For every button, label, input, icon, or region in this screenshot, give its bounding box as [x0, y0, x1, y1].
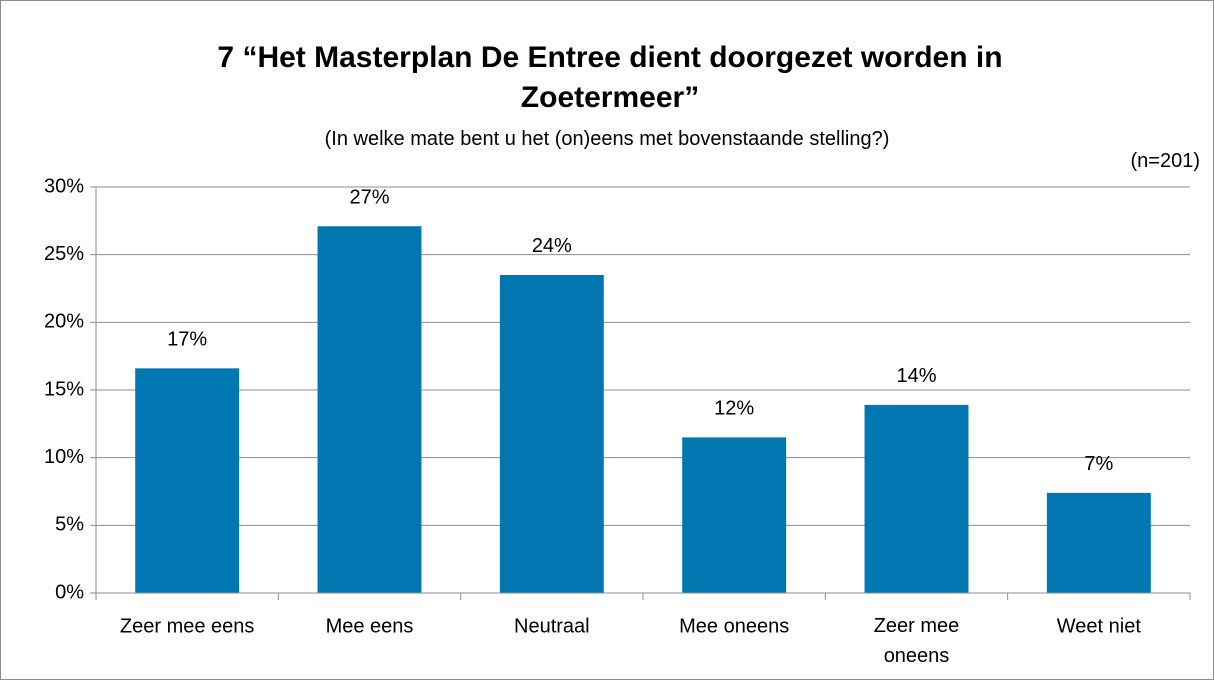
bar: [864, 404, 969, 593]
data-label: 24%: [532, 235, 572, 257]
x-tick-label: Zeer mee oneens: [874, 615, 960, 667]
y-tick-label: 20%: [44, 311, 84, 333]
data-label: 17%: [167, 329, 207, 351]
bar: [135, 368, 240, 593]
data-label: 14%: [896, 365, 936, 387]
y-tick-label: 0%: [55, 581, 84, 603]
y-tick-label: 30%: [44, 175, 84, 197]
bar: [317, 226, 422, 593]
sample-size-note: (n=201): [1130, 150, 1201, 172]
y-tick-label: 15%: [44, 378, 84, 400]
data-label: 12%: [714, 398, 754, 420]
chart-subtitle: (In welke mate bent u het (on)eens met b…: [324, 128, 890, 150]
y-tick-label: 10%: [44, 446, 84, 468]
y-tick-label: 5%: [55, 514, 84, 536]
x-tick-label: Weet niet: [1057, 615, 1142, 637]
data-label: 27%: [349, 187, 389, 209]
chart-title: 7 “Het Masterplan De Entree dient doorge…: [217, 41, 1003, 114]
x-tick-label: Neutraal: [514, 615, 590, 637]
x-tick-label: Mee oneens: [679, 615, 789, 637]
bar: [1046, 492, 1151, 593]
x-tick-label: Zeer mee eens: [120, 615, 255, 637]
bar: [682, 437, 787, 593]
bar: [499, 274, 604, 593]
y-tick-label: 25%: [44, 243, 84, 265]
data-label: 7%: [1084, 453, 1113, 475]
x-tick-label: Mee eens: [326, 615, 414, 637]
